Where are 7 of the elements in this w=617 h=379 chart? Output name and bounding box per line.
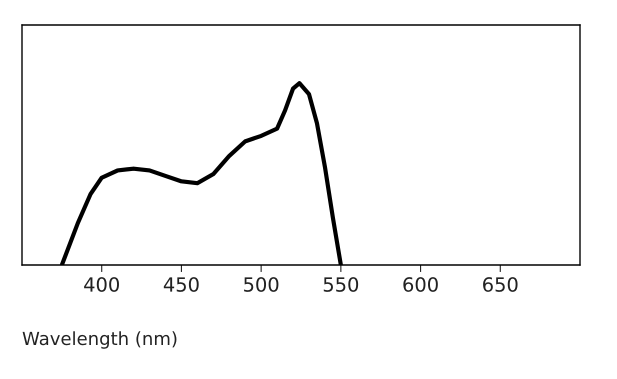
x-tick-label: 650 (483, 277, 518, 292)
x-tick-label: 550 (324, 277, 358, 292)
x-axis-title: Wavelength (nm) (22, 331, 176, 349)
x-tick-label: 450 (164, 277, 199, 292)
x-tick-label: 600 (403, 277, 438, 292)
x-tick-label: 500 (244, 277, 278, 292)
x-tick-label: 400 (84, 277, 119, 292)
